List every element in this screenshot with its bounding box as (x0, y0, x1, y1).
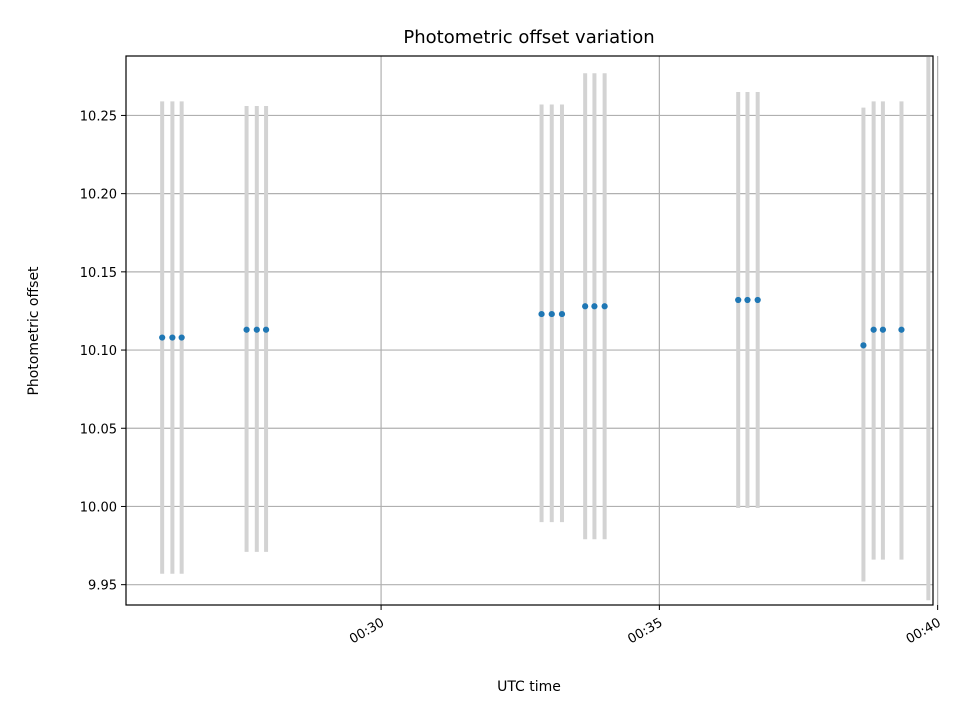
data-point (243, 326, 250, 333)
x-axis-label: UTC time (497, 679, 561, 695)
y-tick-label: 10.20 (80, 188, 117, 203)
data-point (262, 326, 270, 333)
data-point (870, 326, 877, 333)
data-point (558, 310, 566, 318)
data-point (178, 334, 185, 341)
plot-frame (125, 55, 934, 606)
data-point (159, 334, 166, 341)
data-marks (159, 57, 931, 601)
y-tick-label: 10.10 (80, 344, 117, 359)
data-point (898, 326, 905, 333)
data-point (538, 310, 545, 318)
data-point (548, 310, 555, 318)
y-tick-label: 10.25 (80, 109, 117, 124)
data-point (879, 326, 887, 333)
chart-title: Photometric offset variation (403, 27, 654, 48)
y-axis: 9.95 10.00 10.05 10.10 10.15 10.20 10.25 (80, 109, 126, 594)
data-point (744, 296, 751, 304)
y-tick-label: 9.95 (88, 579, 117, 594)
y-tick-label: 10.05 (80, 422, 117, 437)
data-point (754, 296, 761, 304)
y-tick-label: 10.15 (80, 266, 117, 281)
data-point (735, 296, 742, 304)
x-tick-label: 00:30 (347, 615, 387, 647)
data-point (601, 303, 608, 310)
data-point (169, 334, 176, 341)
grid-lines (126, 56, 939, 605)
data-point (253, 326, 260, 333)
data-point (860, 342, 867, 349)
y-tick-label: 10.00 (80, 500, 117, 515)
data-point (591, 303, 598, 310)
x-tick-label: 00:40 (904, 615, 944, 647)
x-axis: 00:30 00:35 00:40 (347, 605, 944, 647)
x-tick-label: 00:35 (625, 615, 665, 647)
data-point (582, 303, 589, 310)
y-axis-label: Photometric offset (26, 266, 42, 396)
